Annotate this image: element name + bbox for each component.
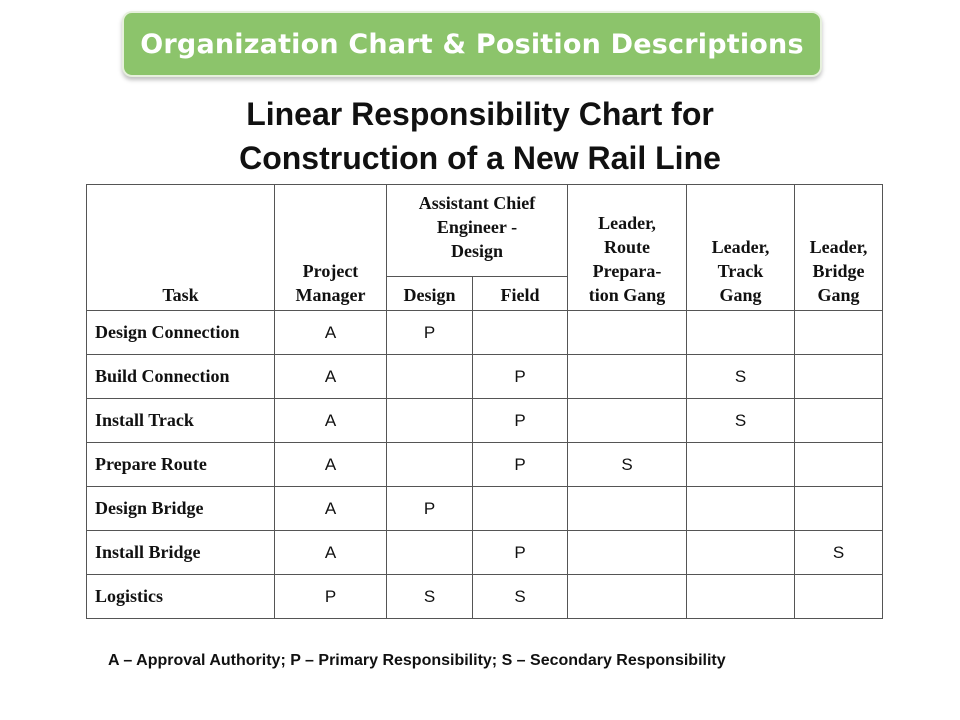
- field-cell: S: [472, 574, 568, 619]
- table-row: Install Bridge A P S: [86, 530, 883, 575]
- bridge-cell: [794, 574, 883, 619]
- design-cell: S: [386, 574, 473, 619]
- design-cell: P: [386, 486, 473, 531]
- bridge-cell: S: [794, 530, 883, 575]
- route-cell: [567, 486, 687, 531]
- title-banner: Organization Chart & Position Descriptio…: [122, 11, 822, 77]
- table-body: Design Connection A P Build Connection A…: [86, 310, 883, 619]
- chart-title: Linear Responsibility Chart for Construc…: [0, 92, 960, 180]
- route-cell: [567, 310, 687, 355]
- design-cell: [386, 530, 473, 575]
- pm-cell: A: [274, 354, 387, 399]
- table-row: Design Bridge A P: [86, 486, 883, 531]
- task-cell: Install Bridge: [86, 530, 275, 575]
- task-cell: Build Connection: [86, 354, 275, 399]
- field-cell: P: [472, 398, 568, 443]
- design-cell: [386, 354, 473, 399]
- field-cell: P: [472, 354, 568, 399]
- track-cell: [686, 486, 795, 531]
- task-cell: Install Track: [86, 398, 275, 443]
- legend: A – Approval Authority; P – Primary Resp…: [108, 652, 726, 669]
- table-row: Prepare Route A P S: [86, 442, 883, 487]
- header-leader-track: Leader, Track Gang: [686, 184, 795, 311]
- header-project-manager: Project Manager: [274, 184, 387, 311]
- chart-title-line-1: Linear Responsibility Chart for: [246, 96, 714, 132]
- task-cell: Logistics: [86, 574, 275, 619]
- track-cell: [686, 574, 795, 619]
- header-leader-route: Leader, Route Prepara- tion Gang: [567, 184, 687, 311]
- chart-title-line-2: Construction of a New Rail Line: [239, 140, 721, 176]
- table-row: Design Connection A P: [86, 310, 883, 355]
- pm-cell: A: [274, 310, 387, 355]
- header-ace-design: Design: [386, 276, 473, 311]
- bridge-cell: [794, 398, 883, 443]
- header-ace-field: Field: [472, 276, 568, 311]
- route-cell: S: [567, 442, 687, 487]
- responsibility-table: Task Project Manager Assistant Chief Eng…: [86, 184, 883, 619]
- pm-cell: A: [274, 398, 387, 443]
- pm-cell: A: [274, 486, 387, 531]
- bridge-cell: [794, 442, 883, 487]
- design-cell: [386, 442, 473, 487]
- design-cell: P: [386, 310, 473, 355]
- field-cell: P: [472, 530, 568, 575]
- task-cell: Design Bridge: [86, 486, 275, 531]
- header-task: Task: [86, 184, 275, 311]
- table-row: Logistics P S S: [86, 574, 883, 619]
- field-cell: [472, 486, 568, 531]
- pm-cell: P: [274, 574, 387, 619]
- track-cell: S: [686, 398, 795, 443]
- route-cell: [567, 530, 687, 575]
- task-cell: Prepare Route: [86, 442, 275, 487]
- route-cell: [567, 574, 687, 619]
- pm-cell: A: [274, 442, 387, 487]
- track-cell: [686, 442, 795, 487]
- header-leader-bridge: Leader, Bridge Gang: [794, 184, 883, 311]
- pm-cell: A: [274, 530, 387, 575]
- field-cell: P: [472, 442, 568, 487]
- task-cell: Design Connection: [86, 310, 275, 355]
- header-assistant-chief-engineer: Assistant Chief Engineer - Design: [386, 184, 568, 277]
- banner-title: Organization Chart & Position Descriptio…: [140, 28, 804, 60]
- design-cell: [386, 398, 473, 443]
- table-row: Build Connection A P S: [86, 354, 883, 399]
- table-row: Install Track A P S: [86, 398, 883, 443]
- track-cell: S: [686, 354, 795, 399]
- field-cell: [472, 310, 568, 355]
- route-cell: [567, 398, 687, 443]
- bridge-cell: [794, 354, 883, 399]
- route-cell: [567, 354, 687, 399]
- bridge-cell: [794, 310, 883, 355]
- track-cell: [686, 310, 795, 355]
- track-cell: [686, 530, 795, 575]
- bridge-cell: [794, 486, 883, 531]
